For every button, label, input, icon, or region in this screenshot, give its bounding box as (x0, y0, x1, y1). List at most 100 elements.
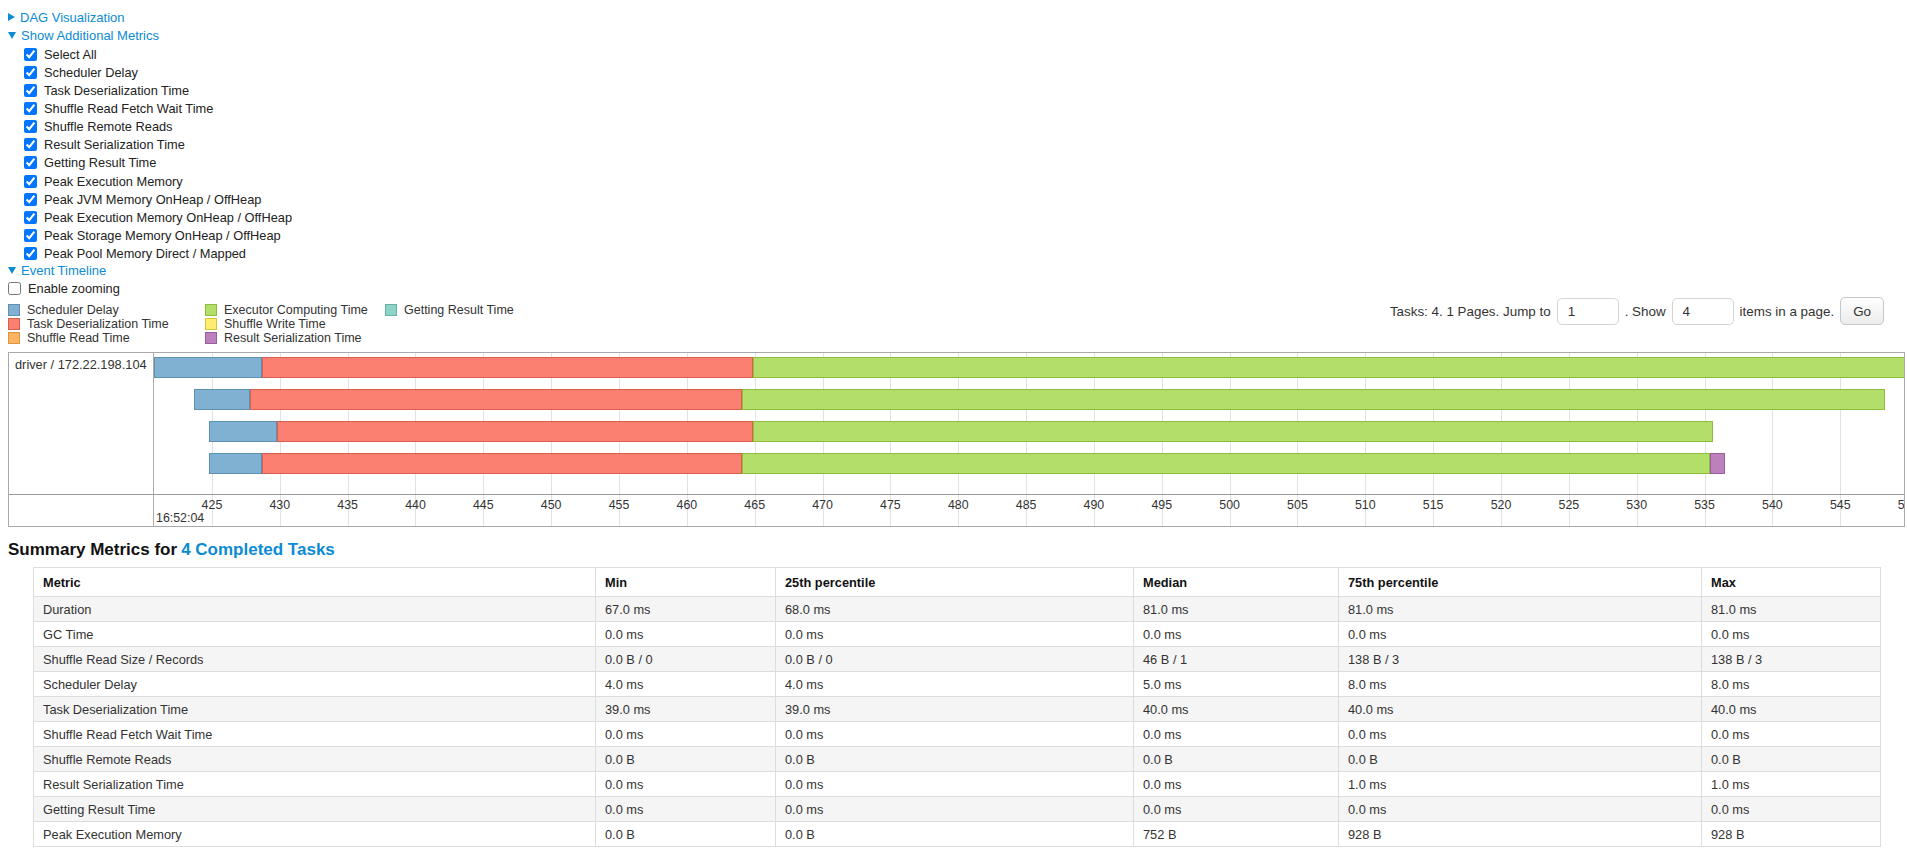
legend-item: Getting Result Time (385, 303, 514, 317)
axis-tick-label: 470 (812, 498, 833, 512)
metric-name-cell: Shuffle Remote Reads (34, 747, 596, 772)
scheduler-delay-bar-segment[interactable] (209, 421, 277, 442)
metric-checkbox-row: Peak Pool Memory Direct / Mapped (8, 245, 292, 263)
table-column-header: 25th percentile (776, 568, 1134, 597)
metric-checkbox-row: Peak Execution Memory (8, 172, 292, 190)
metric-value-cell: 0.0 ms (776, 797, 1134, 822)
metric-checkbox-row: Shuffle Read Fetch Wait Time (8, 99, 292, 117)
select-all-checkbox[interactable] (24, 48, 37, 61)
shuffle-read-fetch-wait-time-checkbox[interactable] (24, 102, 37, 115)
scheduler-delay-bar-segment[interactable] (194, 389, 250, 410)
peak-jvm-memory-onheap-offheap-checkbox[interactable] (24, 193, 37, 206)
result-serialization-time-checkbox[interactable] (24, 138, 37, 151)
task-deserialization-time-checkbox[interactable] (24, 84, 37, 97)
metric-value-cell: 39.0 ms (596, 697, 776, 722)
metric-value-cell: 81.0 ms (1702, 597, 1881, 622)
metric-value-cell: 0.0 ms (776, 622, 1134, 647)
axis-tick-label: 450 (541, 498, 562, 512)
peak-pool-memory-direct-mapped-checkbox[interactable] (24, 247, 37, 260)
executor-computing-bar-segment[interactable] (753, 357, 1904, 378)
metric-value-cell: 0.0 B (1339, 747, 1702, 772)
axis-tick-label: 490 (1084, 498, 1105, 512)
jump-to-page-input[interactable] (1557, 298, 1619, 325)
axis-tick-label: 485 (1016, 498, 1037, 512)
task-deserialization-bar-segment[interactable] (277, 421, 753, 442)
items-per-page-input[interactable] (1672, 298, 1734, 325)
task-deserialization-bar-segment[interactable] (262, 453, 742, 474)
metric-value-cell: 928 B (1339, 822, 1702, 847)
metric-checkbox-row: Getting Result Time (8, 154, 292, 172)
legend-column: Getting Result Time (385, 303, 514, 317)
show-additional-metrics-link[interactable]: Show Additional Metrics (21, 28, 159, 43)
peak-execution-memory-checkbox[interactable] (24, 175, 37, 188)
task-deserialization-bar-segment[interactable] (262, 357, 753, 378)
peak-storage-memory-onheap-offheap-checkbox[interactable] (24, 229, 37, 242)
scheduler-delay-checkbox[interactable] (24, 66, 37, 79)
metric-value-cell: 8.0 ms (1702, 672, 1881, 697)
pagination-prefix-text: Tasks: 4. 1 Pages. Jump to (1390, 304, 1551, 319)
shuffle-remote-reads-checkbox[interactable] (24, 120, 37, 133)
executor-computing-bar-segment[interactable] (742, 453, 1709, 474)
metric-value-cell: 0.0 ms (1134, 772, 1339, 797)
metric-value-cell: 928 B (1702, 822, 1881, 847)
metric-value-cell: 0.0 ms (1702, 622, 1881, 647)
collapsed-arrow-icon (8, 13, 15, 21)
result-serialization-bar-segment[interactable] (1710, 453, 1725, 474)
metric-name-cell: Getting Result Time (34, 797, 596, 822)
getting-result-swatch-icon (385, 304, 397, 316)
table-header-row: MetricMin25th percentileMedian75th perce… (34, 568, 1881, 597)
metric-checkbox-label: Peak Storage Memory OnHeap / OffHeap (44, 228, 281, 243)
dag-visualization-toggle[interactable]: DAG Visualization (8, 8, 125, 26)
scheduler-delay-bar-segment[interactable] (154, 357, 262, 378)
completed-tasks-link[interactable]: 4 Completed Tasks (181, 540, 335, 559)
axis-tick-label: 520 (1491, 498, 1512, 512)
dag-visualization-link[interactable]: DAG Visualization (20, 10, 125, 25)
metric-value-cell: 138 B / 3 (1339, 647, 1702, 672)
metric-value-cell: 8.0 ms (1339, 672, 1702, 697)
metric-name-cell: Scheduler Delay (34, 672, 596, 697)
metric-value-cell: 0.0 ms (1702, 797, 1881, 822)
metric-value-cell: 0.0 ms (776, 722, 1134, 747)
enable-zooming-checkbox[interactable] (8, 282, 21, 295)
show-additional-metrics-toggle[interactable]: Show Additional Metrics (8, 26, 159, 44)
axis-tick-label: 435 (337, 498, 358, 512)
expanded-arrow-icon (8, 32, 16, 39)
task-deserialization-bar-segment[interactable] (250, 389, 743, 410)
summary-heading-prefix: Summary Metrics for (8, 540, 177, 559)
axis-tick-label: 480 (948, 498, 969, 512)
table-row: Shuffle Remote Reads0.0 B0.0 B0.0 B0.0 B… (34, 747, 1881, 772)
axis-tick-label: 455 (609, 498, 630, 512)
metric-checkbox-row: Result Serialization Time (8, 136, 292, 154)
event-timeline-link[interactable]: Event Timeline (21, 263, 106, 278)
summary-metrics-heading: Summary Metrics for4 Completed Tasks (8, 540, 335, 560)
metric-value-cell: 68.0 ms (776, 597, 1134, 622)
executor-computing-bar-segment[interactable] (753, 421, 1712, 442)
getting-result-time-checkbox[interactable] (24, 156, 37, 169)
axis-tick-label: 535 (1694, 498, 1715, 512)
metric-value-cell: 1.0 ms (1339, 772, 1702, 797)
scheduler-delay-bar-segment[interactable] (209, 453, 262, 474)
enable-zooming-label: Enable zooming (28, 281, 120, 296)
go-button[interactable]: Go (1840, 297, 1884, 325)
summary-metrics-table: MetricMin25th percentileMedian75th perce… (33, 567, 1881, 847)
peak-execution-memory-onheap-offheap-checkbox[interactable] (24, 211, 37, 224)
scheduler-delay-swatch-icon (8, 304, 20, 316)
metric-value-cell: 4.0 ms (776, 672, 1134, 697)
metric-value-cell: 40.0 ms (1339, 697, 1702, 722)
metric-name-cell: Peak Execution Memory (34, 822, 596, 847)
metric-checkbox-label: Peak Execution Memory OnHeap / OffHeap (44, 210, 292, 225)
executor-computing-swatch-icon (205, 304, 217, 316)
axis-tick-label: 540 (1762, 498, 1783, 512)
metric-checkbox-row: Select All (8, 45, 292, 63)
metric-value-cell: 0.0 ms (776, 772, 1134, 797)
table-column-header: Median (1134, 568, 1339, 597)
event-timeline-toggle[interactable]: Event Timeline (8, 261, 106, 279)
legend-item-label: Executor Computing Time (224, 303, 368, 317)
metric-value-cell: 0.0 ms (1134, 722, 1339, 747)
pagination-mid-text: . Show (1625, 304, 1666, 319)
axis-tick-label: 425 (202, 498, 223, 512)
executor-computing-bar-segment[interactable] (742, 389, 1885, 410)
axis-tick-label: 440 (405, 498, 426, 512)
metric-name-cell: GC Time (34, 622, 596, 647)
metric-checkbox-label: Peak Execution Memory (44, 174, 183, 189)
